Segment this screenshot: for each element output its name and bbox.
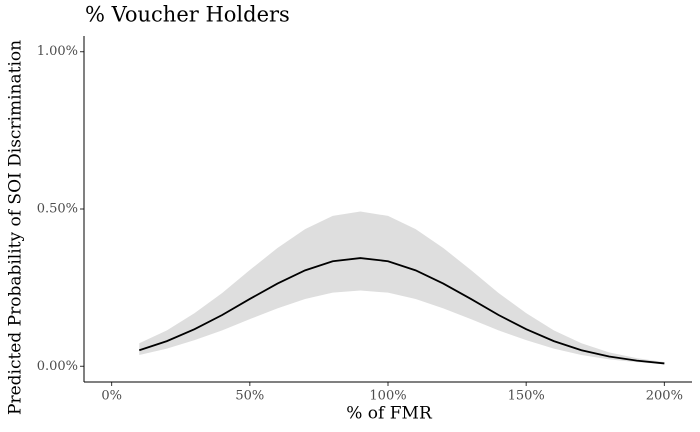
- x-axis-label: % of FMR: [346, 404, 433, 424]
- x-tick-label: 200%: [646, 389, 683, 404]
- x-tick-label: 100%: [369, 389, 406, 404]
- x-tick-label: 150%: [508, 389, 545, 404]
- confidence-band: [139, 211, 665, 365]
- line: [138, 257, 665, 365]
- x-tick-label: 50%: [235, 389, 264, 404]
- x-tick-label: 0%: [101, 389, 122, 404]
- y-tick-label: 0.50%: [37, 202, 78, 217]
- chart-title: % Voucher Holders: [85, 3, 290, 27]
- y-tick-label: 1.00%: [37, 44, 78, 59]
- y-axis-label: Predicted Probability of SOI Discriminat…: [6, 40, 26, 415]
- y-tick-label: 0.00%: [37, 359, 78, 374]
